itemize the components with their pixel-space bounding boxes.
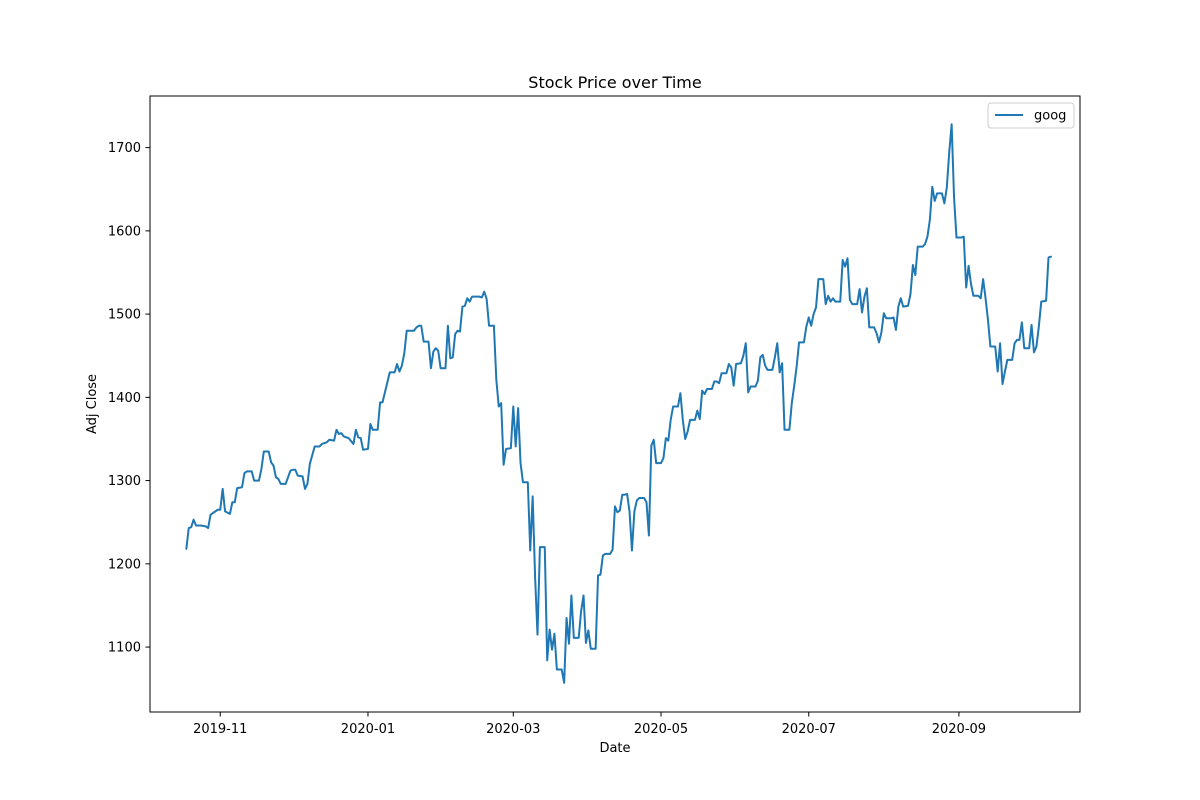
- plot-frame: [149, 95, 1081, 713]
- y-axis-label: Adj Close: [85, 374, 100, 434]
- chart-title: Stock Price over Time: [528, 73, 701, 92]
- y-tick-label: 1100: [108, 641, 141, 656]
- series-line-goog: [185, 123, 1052, 684]
- legend: goog: [987, 102, 1075, 129]
- y-axis: 1100 1200 1300 1400 1500 1600 1700: [108, 141, 150, 656]
- x-axis-label: Date: [599, 741, 630, 756]
- y-tick-label: 1300: [108, 474, 141, 489]
- x-tick-label: 2020-05: [634, 722, 688, 737]
- x-tick-label: 2019-11: [193, 722, 247, 737]
- y-tick-label: 1700: [108, 141, 141, 156]
- x-tick-label: 2020-09: [932, 722, 986, 737]
- y-tick-label: 1500: [108, 308, 141, 323]
- x-tick-label: 2020-01: [341, 722, 395, 737]
- y-tick-label: 1200: [108, 557, 141, 572]
- x-tick-label: 2020-07: [782, 722, 836, 737]
- legend-box: [987, 102, 1075, 129]
- y-tick-label: 1600: [108, 224, 141, 239]
- y-tick-label: 1400: [108, 391, 141, 406]
- legend-label-goog: goog: [1034, 109, 1066, 124]
- x-tick-label: 2020-03: [486, 722, 540, 737]
- x-axis: 2019-11 2020-01 2020-03 2020-05 2020-07 2020-…: [193, 712, 986, 737]
